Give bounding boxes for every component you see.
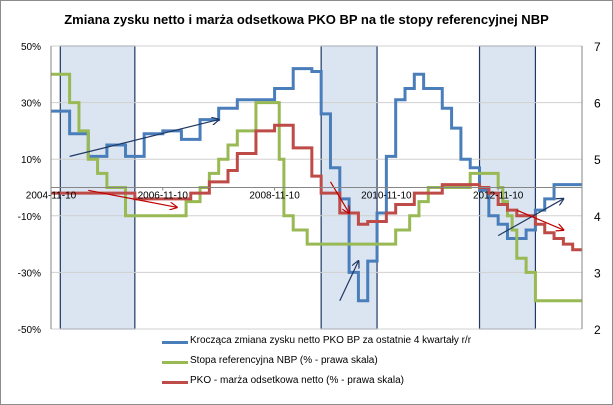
trend-arrow-2 bbox=[497, 199, 563, 237]
legend-item-reference-rate: Stopa referencyjna NBP (% - prawa skala) bbox=[162, 354, 522, 374]
x-tick-label: 2008-11-10 bbox=[249, 191, 300, 202]
left-tick-label: -10% bbox=[18, 212, 41, 223]
chart-legend: Krocząca zmiana zysku netto PKO BP za os… bbox=[162, 334, 522, 394]
x-tick-label: 2006-11-10 bbox=[138, 191, 189, 202]
legend-swatch-interest-margin bbox=[162, 381, 188, 384]
right-tick-label: 6 bbox=[594, 97, 601, 111]
series-line-profit-change bbox=[51, 67, 582, 303]
left-tick-label: 10% bbox=[21, 155, 41, 166]
legend-label-interest-margin: PKO - marża odsetkowa netto (% - prawa s… bbox=[190, 375, 404, 386]
legend-item-profit: Krocząca zmiana zysku netto PKO BP za os… bbox=[162, 334, 522, 354]
trend-arrow-3 bbox=[88, 189, 176, 207]
left-tick-label: -30% bbox=[18, 268, 41, 279]
x-tick-label: 2010-11-10 bbox=[361, 191, 412, 202]
trend-arrow-5 bbox=[516, 209, 564, 230]
legend-swatch-reference-rate bbox=[162, 361, 188, 364]
right-tick-label: 4 bbox=[594, 210, 601, 224]
legend-label-reference-rate: Stopa referencyjna NBP (% - prawa skala) bbox=[190, 355, 378, 366]
trend-arrow-0 bbox=[69, 120, 219, 157]
legend-label-profit: Krocząca zmiana zysku netto PKO BP za os… bbox=[190, 335, 472, 346]
right-tick-label: 7 bbox=[594, 40, 601, 54]
left-tick-label: 50% bbox=[21, 42, 41, 53]
legend-swatch-profit bbox=[162, 341, 188, 344]
legend-item-interest-margin: PKO - marża odsetkowa netto (% - prawa s… bbox=[162, 374, 522, 394]
left-tick-label: -50% bbox=[18, 325, 41, 336]
right-tick-label: 3 bbox=[594, 266, 601, 280]
series-line-interest-margin bbox=[51, 123, 582, 252]
chart-title: Zmiana zysku netto i marża odsetkowa PKO… bbox=[64, 12, 549, 27]
right-tick-label: 5 bbox=[594, 153, 601, 167]
x-tick-label: 2012-11-10 bbox=[473, 191, 524, 202]
left-tick-label: 30% bbox=[21, 99, 41, 110]
right-tick-label: 2 bbox=[594, 323, 601, 337]
trend-arrow-1 bbox=[339, 261, 359, 301]
